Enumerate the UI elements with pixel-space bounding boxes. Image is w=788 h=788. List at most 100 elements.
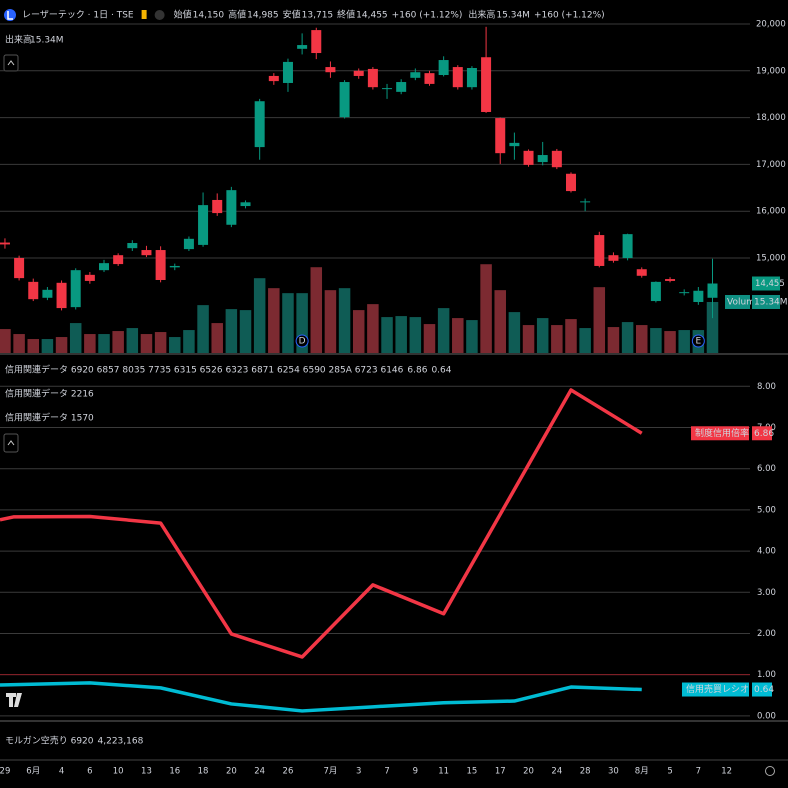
indicator-legend-value: 4,223,168 xyxy=(98,737,144,747)
x-tick-label: 4 xyxy=(59,767,64,777)
indicator-legend: モルガン空売り 6920 xyxy=(5,735,94,747)
volume-bar xyxy=(381,317,393,353)
volume-label: 出来高 xyxy=(468,9,495,21)
symbol: レーザーテック · 1日 · TSE xyxy=(22,10,134,21)
candle-body xyxy=(282,61,293,83)
volume-bar xyxy=(579,328,591,353)
volume-bar xyxy=(664,331,676,353)
volume-bar xyxy=(126,328,139,353)
y-tick-label: 20,000 xyxy=(756,20,786,30)
volume-bar xyxy=(310,267,323,353)
volume-bar xyxy=(409,317,422,353)
series-value-tag xyxy=(752,682,772,697)
volume-bar xyxy=(140,334,153,353)
candle-body xyxy=(452,67,463,88)
volume-tag-bg xyxy=(725,294,750,309)
candle-body xyxy=(70,270,81,308)
x-tick-label: 16 xyxy=(169,767,180,777)
event-marker-label: D xyxy=(299,337,306,347)
x-tick-label: 26 xyxy=(283,767,294,777)
candle-body xyxy=(99,263,110,271)
candle-body xyxy=(438,60,449,76)
x-tick-label: 15 xyxy=(467,767,478,777)
volume-bar xyxy=(27,339,40,353)
candle-body xyxy=(679,292,690,294)
volume-bar xyxy=(706,301,719,353)
x-tick-label: 30 xyxy=(608,767,619,777)
candle-body xyxy=(268,75,279,82)
volume-bar xyxy=(225,309,238,353)
y-tick-label: 17,000 xyxy=(756,160,786,170)
volume-bar xyxy=(296,293,308,353)
candle-body xyxy=(155,250,166,280)
candle-body xyxy=(396,82,407,92)
volume-bar xyxy=(607,327,620,353)
y-tick-label: 16,000 xyxy=(756,207,786,217)
event-marker-label: E xyxy=(696,337,702,347)
y-tick-label: 4.00 xyxy=(757,547,776,557)
collapse-button[interactable] xyxy=(3,433,19,453)
y-tick-label: 15,000 xyxy=(756,253,786,263)
volume-bar xyxy=(112,331,124,353)
x-tick-label: 3 xyxy=(356,767,361,777)
volume-bar xyxy=(0,329,11,353)
last-price-tag xyxy=(752,276,780,291)
candle-body xyxy=(183,238,194,250)
y-tick-label: 19,000 xyxy=(756,66,786,76)
x-tick-label: 7月 xyxy=(323,767,337,777)
volume-bar xyxy=(253,278,266,353)
candle-body xyxy=(537,155,548,163)
candle-body xyxy=(594,235,605,266)
ohlc-value: 14,985 xyxy=(247,11,279,21)
candle-body xyxy=(382,88,393,90)
volume-bar xyxy=(282,293,294,353)
candle-body xyxy=(693,290,704,302)
ohlc-label: 始値 xyxy=(174,9,192,21)
indicator-legend: 信用関連データ 2216 xyxy=(5,388,94,400)
x-tick-label: 5 xyxy=(667,767,672,777)
volume-value-label: 15.34M xyxy=(754,297,788,307)
series-name-tag: 信用売買レシオ xyxy=(686,683,749,695)
x-tick-label: 24 xyxy=(254,767,265,777)
series-value-tag xyxy=(752,426,772,441)
candle-body xyxy=(509,142,520,147)
candle-body xyxy=(28,281,39,300)
x-tick-label: 13 xyxy=(141,767,152,777)
candle-body xyxy=(650,281,661,302)
y-tick-label: 5.00 xyxy=(757,505,776,515)
x-tick-label: 17 xyxy=(495,767,506,777)
candle-body xyxy=(311,30,322,54)
volume-bar xyxy=(678,330,690,353)
volume-bar xyxy=(211,323,223,353)
candle-body xyxy=(325,67,336,73)
candle-body xyxy=(42,289,53,298)
volume-bar xyxy=(437,308,450,353)
series-name-tag: 制度信用倍率 xyxy=(695,427,749,439)
candle-body xyxy=(169,265,180,268)
candle-body xyxy=(353,70,364,76)
volume-bar xyxy=(650,328,662,353)
candle-body xyxy=(127,243,138,249)
menu-icon xyxy=(154,10,165,20)
candle-body xyxy=(339,82,350,118)
y-tick-label: 3.00 xyxy=(757,588,776,598)
indicator-legend: 信用関連データ 1570 xyxy=(5,412,94,424)
legend-value: 0.64 xyxy=(431,366,451,376)
candle-body xyxy=(141,250,152,256)
volume-bar xyxy=(635,325,648,353)
candle-body xyxy=(495,118,506,154)
y-tick-label: 1.00 xyxy=(757,670,776,680)
x-tick-label: 11 xyxy=(438,767,449,777)
ohlc-value: 14,150 xyxy=(193,11,225,21)
event-marker xyxy=(295,334,309,348)
volume-bar xyxy=(169,337,181,353)
settings-button[interactable] xyxy=(765,766,775,776)
volume-bar xyxy=(239,310,252,353)
volume-legend-value: 15.34M xyxy=(30,36,64,46)
tv-logo xyxy=(6,693,22,707)
ohlc-label: 高値 xyxy=(228,9,246,21)
indicator-legend: 信用関連データ 6920 6857 8035 7735 6315 6526 63… xyxy=(5,364,404,376)
header: レーザーテック · 1日 · TSE 始値 14,150 高値 14,985 安値 13,7… xyxy=(22,9,605,21)
